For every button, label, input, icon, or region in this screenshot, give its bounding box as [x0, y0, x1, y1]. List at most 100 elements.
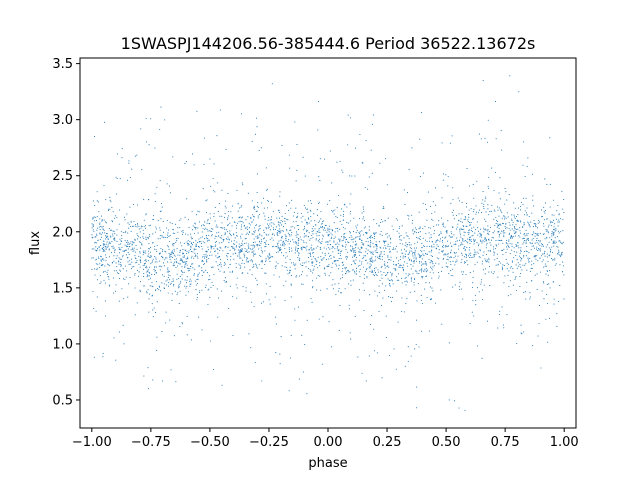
data-point — [460, 261, 462, 263]
data-point — [419, 176, 421, 178]
data-point — [339, 240, 341, 242]
data-point — [221, 222, 223, 224]
data-point — [433, 246, 435, 248]
data-point — [463, 218, 465, 220]
data-point — [100, 264, 102, 266]
data-point — [339, 238, 341, 240]
data-point — [548, 255, 550, 257]
data-point — [288, 209, 290, 212]
data-point — [159, 238, 161, 240]
data-point — [431, 269, 433, 271]
data-point — [475, 253, 477, 255]
data-point — [154, 245, 156, 248]
data-point — [107, 237, 109, 239]
data-point — [187, 256, 189, 258]
data-point — [525, 255, 527, 257]
data-point — [365, 259, 367, 262]
data-point — [104, 235, 107, 237]
data-point — [95, 216, 97, 218]
data-point — [400, 234, 402, 237]
data-point — [92, 257, 94, 259]
data-point — [182, 252, 184, 254]
data-point — [278, 230, 280, 232]
data-point — [529, 270, 531, 272]
data-point — [545, 273, 547, 275]
data-point — [91, 257, 93, 259]
data-point — [277, 263, 279, 265]
data-point — [352, 248, 354, 250]
data-point — [410, 278, 413, 280]
data-point — [488, 266, 491, 268]
data-point — [463, 256, 465, 258]
data-point — [290, 226, 292, 228]
data-point — [104, 244, 106, 246]
data-point — [285, 252, 287, 254]
data-point — [480, 212, 483, 214]
data-point — [373, 328, 375, 330]
data-point — [281, 265, 283, 267]
y-tick-label: 2.0 — [52, 225, 73, 240]
data-point — [375, 267, 377, 269]
data-point — [106, 236, 108, 239]
data-point — [314, 224, 317, 226]
data-point — [342, 213, 345, 216]
data-point — [107, 244, 109, 246]
data-point — [373, 260, 375, 262]
data-point — [515, 231, 517, 233]
data-point — [143, 275, 145, 278]
data-point — [310, 210, 312, 212]
data-point — [215, 236, 217, 238]
data-point — [427, 253, 429, 255]
data-point — [172, 280, 175, 282]
data-point — [195, 280, 197, 282]
data-point — [499, 310, 501, 312]
data-point — [239, 246, 241, 248]
data-point — [520, 250, 522, 252]
data-point — [329, 200, 331, 202]
data-point — [285, 239, 287, 241]
data-point — [490, 244, 492, 246]
data-point — [474, 295, 476, 297]
data-point — [372, 243, 374, 245]
data-point — [290, 234, 292, 236]
data-point — [251, 274, 253, 276]
data-point — [93, 231, 95, 233]
data-point — [146, 274, 148, 276]
data-point — [119, 209, 121, 211]
data-point — [359, 238, 361, 240]
data-point — [221, 290, 223, 292]
data-point — [438, 235, 440, 237]
data-point — [253, 227, 256, 229]
x-tick-label: −1.00 — [72, 435, 112, 450]
data-point — [173, 243, 175, 245]
data-point — [301, 274, 303, 276]
data-point — [525, 250, 527, 252]
data-point — [514, 216, 516, 218]
y-tick-label: 2.5 — [52, 169, 73, 184]
data-point — [425, 253, 427, 255]
data-point — [243, 242, 245, 245]
data-point — [287, 273, 289, 275]
data-point — [491, 204, 493, 206]
data-point — [430, 245, 433, 247]
data-point — [520, 260, 522, 262]
data-point — [559, 284, 561, 287]
data-point — [195, 240, 197, 242]
data-point — [183, 255, 185, 257]
data-point — [455, 241, 457, 243]
data-point — [302, 240, 304, 242]
data-point — [469, 323, 471, 325]
data-point — [514, 232, 516, 234]
data-point — [136, 204, 139, 206]
data-point — [257, 230, 260, 232]
data-point — [318, 318, 320, 320]
data-point — [368, 229, 370, 231]
data-point — [400, 249, 402, 251]
data-point — [235, 266, 237, 268]
data-point — [488, 176, 490, 178]
data-point — [501, 217, 503, 219]
data-point — [182, 248, 184, 251]
data-point — [282, 221, 284, 223]
data-point — [147, 238, 149, 240]
data-point — [412, 233, 414, 235]
